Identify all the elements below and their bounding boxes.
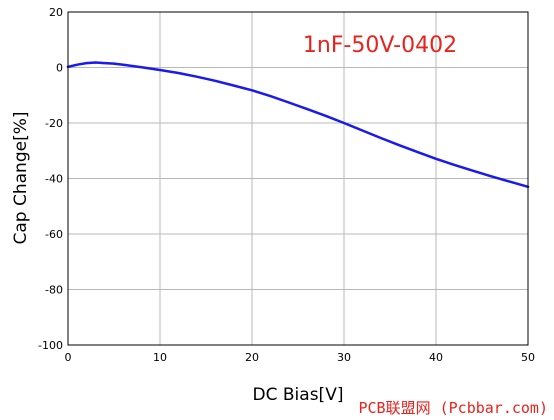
x-tick-label: 0 <box>65 351 72 364</box>
x-tick-label: 50 <box>521 351 535 364</box>
y-tick-label: 20 <box>49 6 63 19</box>
y-tick-label: -100 <box>38 339 63 352</box>
series-layer <box>66 61 530 189</box>
y-tick-label: -40 <box>45 173 63 186</box>
x-axis-title: DC Bias[V] <box>253 385 344 405</box>
x-tick-label: 20 <box>245 351 259 364</box>
y-tick-label: -80 <box>45 284 63 297</box>
x-tick-label: 40 <box>429 351 443 364</box>
x-tick-label: 10 <box>153 351 167 364</box>
x-tick-label: 30 <box>337 351 351 364</box>
x-tick-labels: 0 10 20 30 40 50 <box>65 351 536 364</box>
y-tick-labels: 20 0 -20 -40 -60 -80 -100 <box>38 6 63 352</box>
y-tick-label: -20 <box>45 117 63 130</box>
watermark: PCB联盟网 (Pcbbar.com) <box>356 397 550 418</box>
series-line <box>66 61 530 189</box>
y-tick-label: 0 <box>56 62 63 75</box>
chart-annotation: 1nF-50V-0402 <box>303 33 457 58</box>
y-axis-title: Cap Change[%] <box>11 112 31 245</box>
plot-border <box>67 11 529 346</box>
y-tick-label: -60 <box>45 228 63 241</box>
